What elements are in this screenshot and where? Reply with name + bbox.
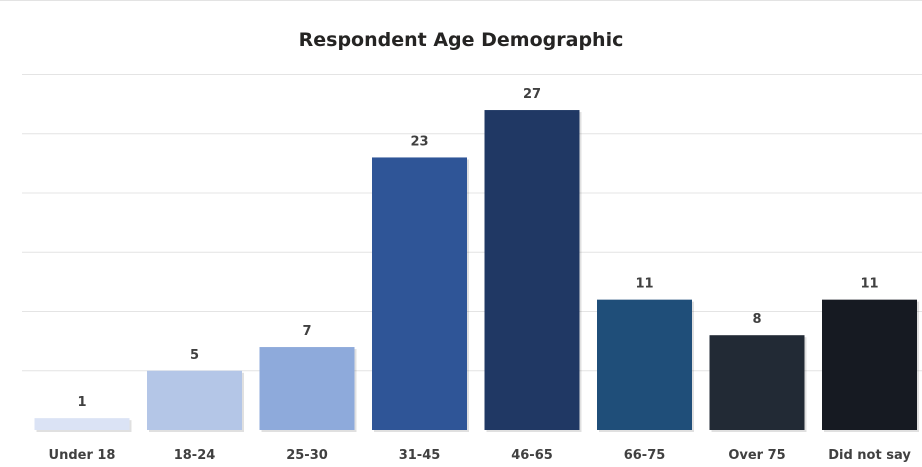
data-label: 23 [410,134,428,149]
bar [372,157,467,430]
bar [709,335,805,430]
chart-title: Respondent Age Demographic [298,29,624,51]
data-label: 1 [77,395,86,410]
x-tick-label: 46-65 [511,448,553,463]
bar [34,418,130,430]
bar [259,347,355,430]
x-tick-label: 25-30 [286,448,328,463]
data-label: 11 [635,277,653,292]
x-tick-label: 31-45 [399,448,441,463]
bar [822,299,917,430]
data-label: 5 [190,348,199,363]
data-label: 8 [752,312,761,327]
x-tick-label: Over 75 [728,448,785,463]
bar [147,370,242,430]
bar [484,110,580,431]
data-label: 7 [302,324,311,339]
bar [597,299,692,430]
data-label: 27 [523,87,541,102]
data-label: 11 [860,277,878,292]
x-tick-label: Did not say [828,448,911,463]
x-tick-label: Under 18 [49,448,116,463]
x-tick-label: 18-24 [174,448,216,463]
x-tick-label: 66-75 [624,448,666,463]
